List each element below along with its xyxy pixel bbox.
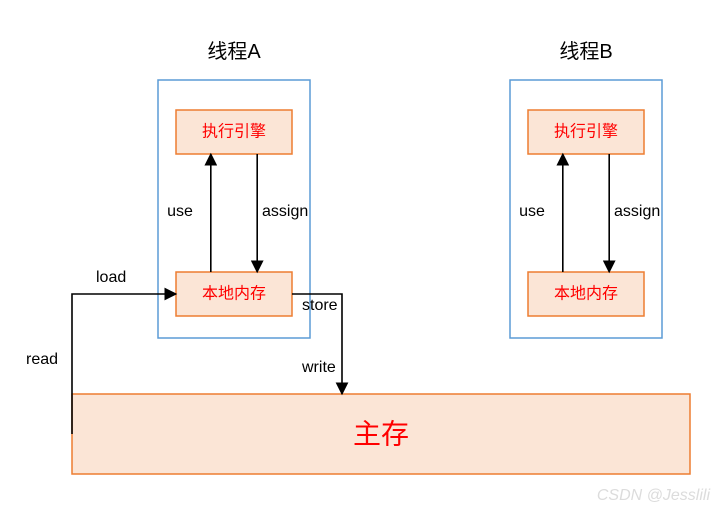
thread-a-title: 线程A [207,40,261,63]
edge-load-label: load [96,269,126,286]
watermark: CSDN @Jesslili [597,487,711,504]
edge-assign-b-label: assign [614,203,660,220]
thread-a-engine-label: 执行引擎 [202,123,266,141]
edge-read-label: read [26,351,58,368]
thread-a-local-label: 本地内存 [202,285,266,303]
edge-use-a-label: use [167,203,193,220]
edge-write-label: write [301,359,336,376]
main-memory-label: 主存 [353,419,409,450]
edge-assign-a-label: assign [262,203,308,220]
edge-use-b-label: use [519,203,545,220]
thread-b-local-label: 本地内存 [554,285,618,303]
thread-b-engine-label: 执行引擎 [554,123,618,141]
edge-store-label: store [302,297,338,314]
thread-b-title: 线程B [559,40,612,63]
